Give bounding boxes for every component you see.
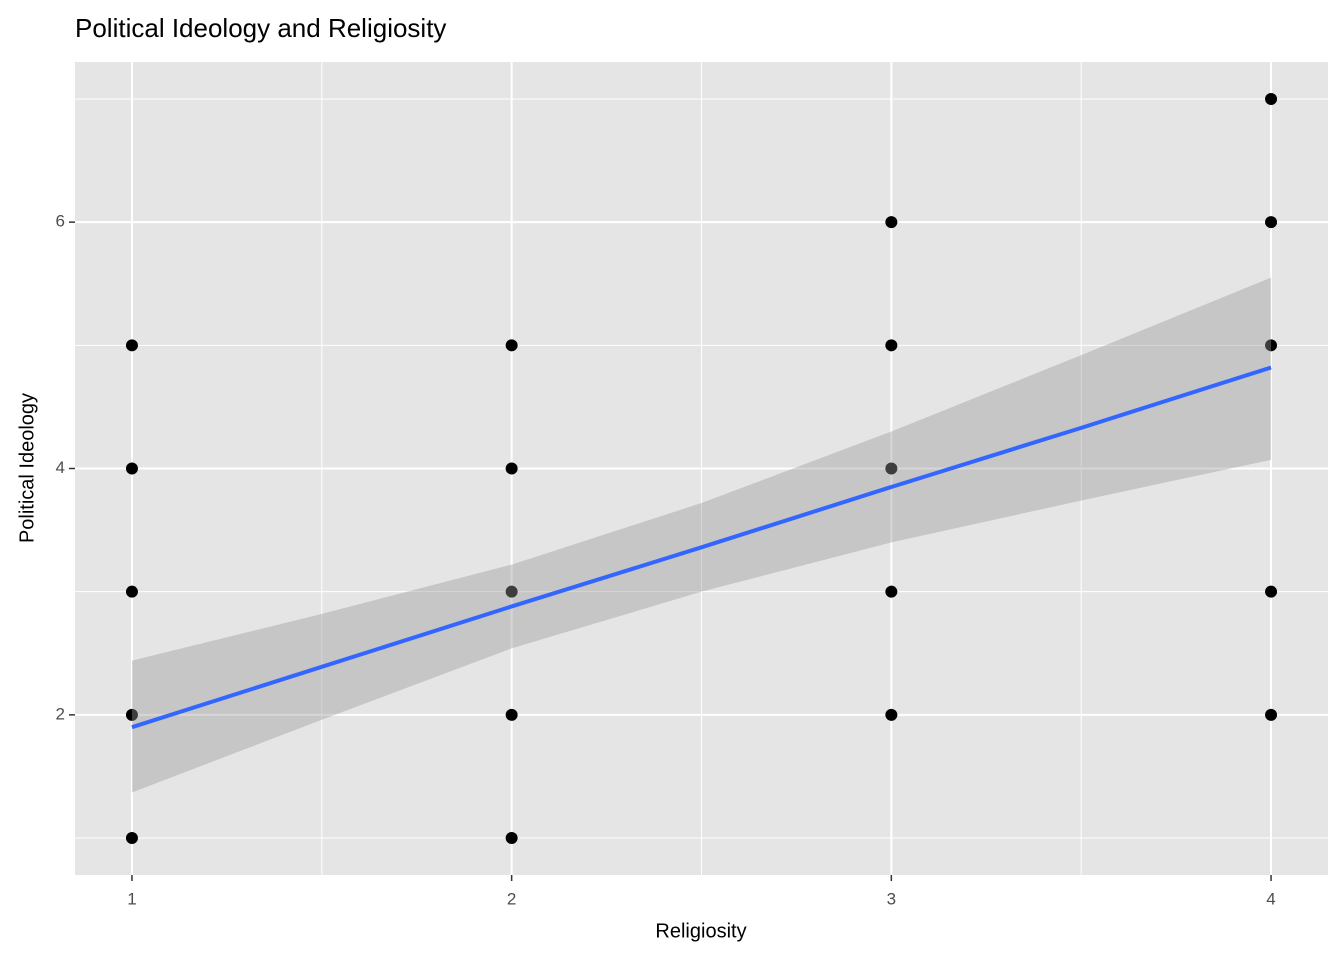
- point: [125, 832, 138, 845]
- point: [505, 832, 518, 845]
- point: [885, 216, 898, 229]
- point: [1265, 339, 1278, 352]
- x-tick-label: 1: [127, 889, 136, 908]
- trend-line: [131, 365, 1272, 730]
- point: [885, 708, 898, 721]
- y-axis-title: Political Ideology: [16, 393, 38, 543]
- chart-title: Political Ideology and Religiosity: [75, 13, 446, 43]
- point: [885, 585, 898, 598]
- point: [885, 462, 898, 475]
- point: [505, 585, 518, 598]
- point: [1265, 216, 1278, 229]
- point: [505, 462, 518, 475]
- marks: [125, 92, 1278, 845]
- x-tick-label: 2: [507, 889, 516, 908]
- point: [125, 462, 138, 475]
- point: [505, 708, 518, 721]
- confidence-band: [131, 277, 1272, 793]
- point: [1265, 585, 1278, 598]
- y-tick-label: 4: [56, 458, 65, 477]
- x-axis-title: Religiosity: [655, 920, 746, 942]
- point: [125, 585, 138, 598]
- x-tick-label: 3: [887, 889, 896, 908]
- point: [1265, 708, 1278, 721]
- point: [1265, 92, 1278, 105]
- point: [125, 708, 138, 721]
- y-tick-label: 2: [56, 704, 65, 723]
- point: [885, 339, 898, 352]
- point: [125, 339, 138, 352]
- point: [505, 339, 518, 352]
- y-tick-label: 6: [56, 212, 65, 231]
- x-tick-label: 4: [1266, 889, 1275, 908]
